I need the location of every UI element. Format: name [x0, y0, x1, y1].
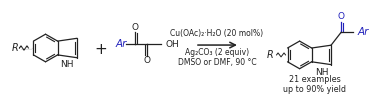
Text: O: O [132, 23, 139, 32]
Text: +: + [94, 42, 107, 58]
Text: DMSO or DMF, 90 °C: DMSO or DMF, 90 °C [178, 58, 256, 67]
Text: OH: OH [165, 40, 179, 49]
Text: Ar: Ar [358, 27, 369, 37]
Text: up to 90% yield: up to 90% yield [283, 85, 346, 94]
Text: 21 examples: 21 examples [289, 75, 340, 84]
Text: Ag₂CO₃ (2 equiv): Ag₂CO₃ (2 equiv) [185, 48, 249, 57]
Text: Cu(OAc)₂·H₂O (20 mol%): Cu(OAc)₂·H₂O (20 mol%) [170, 29, 264, 38]
Text: O: O [337, 12, 345, 21]
Text: R: R [12, 43, 18, 53]
Text: NH: NH [315, 68, 328, 77]
Text: Ar: Ar [116, 39, 127, 49]
Text: NH: NH [61, 60, 74, 69]
Text: O: O [144, 56, 151, 65]
Text: R: R [267, 50, 274, 60]
